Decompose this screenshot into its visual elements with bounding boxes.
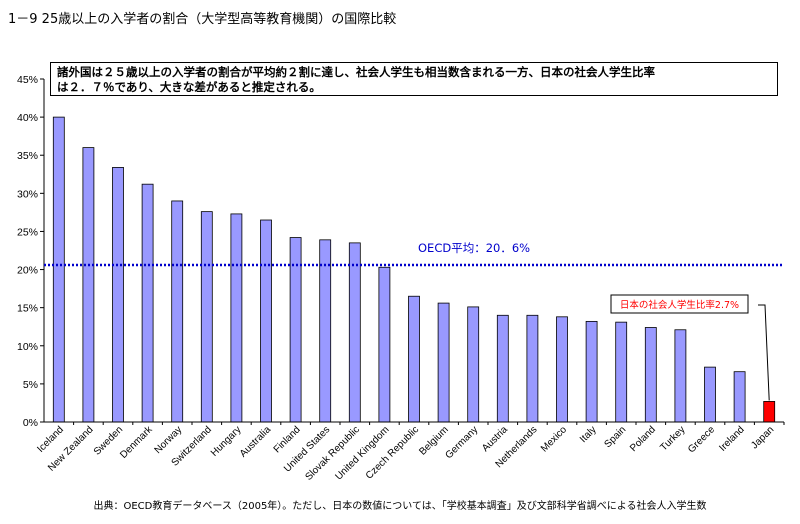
bar-ireland [733,371,746,423]
x-tick-label: Mexico [539,424,569,454]
x-tick-label: Denmark [118,424,155,461]
bar-new-zealand [82,147,95,423]
y-tick-label: 10% [17,341,38,353]
bar-united-states [319,239,332,423]
bar-germany [467,306,480,423]
source-note: 出典：OECD教育データベース（2005年）。ただし、日本の数値については、「学… [93,501,707,512]
x-tick-label: Poland [628,424,658,454]
x-tick-label: Italy [578,424,599,445]
bar-denmark [141,183,154,423]
bar-hungary [230,213,243,423]
bar-mexico [556,316,568,423]
chart-title: 1－9 25歳以上の入学者の割合（大学型高等教育機関）の国際比較 [8,12,397,27]
summary-line-2: は２．７％であり、大きな差があると推定される。 [57,80,321,94]
summary-box: 諸外国は２５歳以上の入学者の割合が平均約２割に達し、社会人学生も相当数含まれる一… [50,62,778,96]
x-tick-label: Spain [602,424,628,450]
x-tick-label: Germany [443,424,480,461]
annotation-box [610,294,749,314]
x-tick-label: Ireland [717,424,746,453]
bar-norway [171,200,184,423]
y-tick-label: 25% [17,226,38,238]
y-tick-label: 0% [23,417,38,429]
bar-iceland [52,116,65,423]
bar-switzerland [200,211,213,423]
bar-netherlands [526,314,539,423]
bar-australia [260,219,272,423]
y-tick-label: 35% [17,150,38,162]
x-tick-label: United Kingdom [333,424,391,482]
y-tick-label: 20% [17,265,38,277]
bar-turkey [674,329,687,423]
bar-belgium [437,302,450,423]
bar-united-kingdom [378,266,391,423]
bar-italy [585,320,598,423]
y-tick-label: 40% [17,112,38,124]
x-tick-label: Australia [238,424,274,460]
y-tick-label: 15% [17,303,38,315]
bar-finland [289,237,302,423]
bar-sweden [112,167,124,423]
x-tick-label: Turkey [658,424,687,453]
annotation-leader-line [758,304,770,401]
bar-austria [496,314,509,423]
bar-poland [644,327,657,423]
y-tick-label: 45% [17,74,38,86]
bar-spain [615,321,628,423]
x-tick-label: Czech Republic [364,424,421,481]
oecd-average-label: OECD平均：20．6% [418,241,530,255]
bar-greece [704,366,716,423]
annotation-label: 日本の社会人学生比率2.7% [620,299,739,311]
summary-line-1: 諸外国は２５歳以上の入学者の割合が平均約２割に達し、社会人学生も相当数含まれる一… [57,65,655,79]
x-tick-label: Greece [686,424,717,455]
bar-slovak-republic [348,242,361,423]
bar-japan [763,401,776,423]
y-tick-label: 30% [17,188,38,200]
bar-czech-republic [408,295,420,423]
x-tick-label: Japan [749,424,776,451]
y-tick-label: 5% [23,379,38,391]
